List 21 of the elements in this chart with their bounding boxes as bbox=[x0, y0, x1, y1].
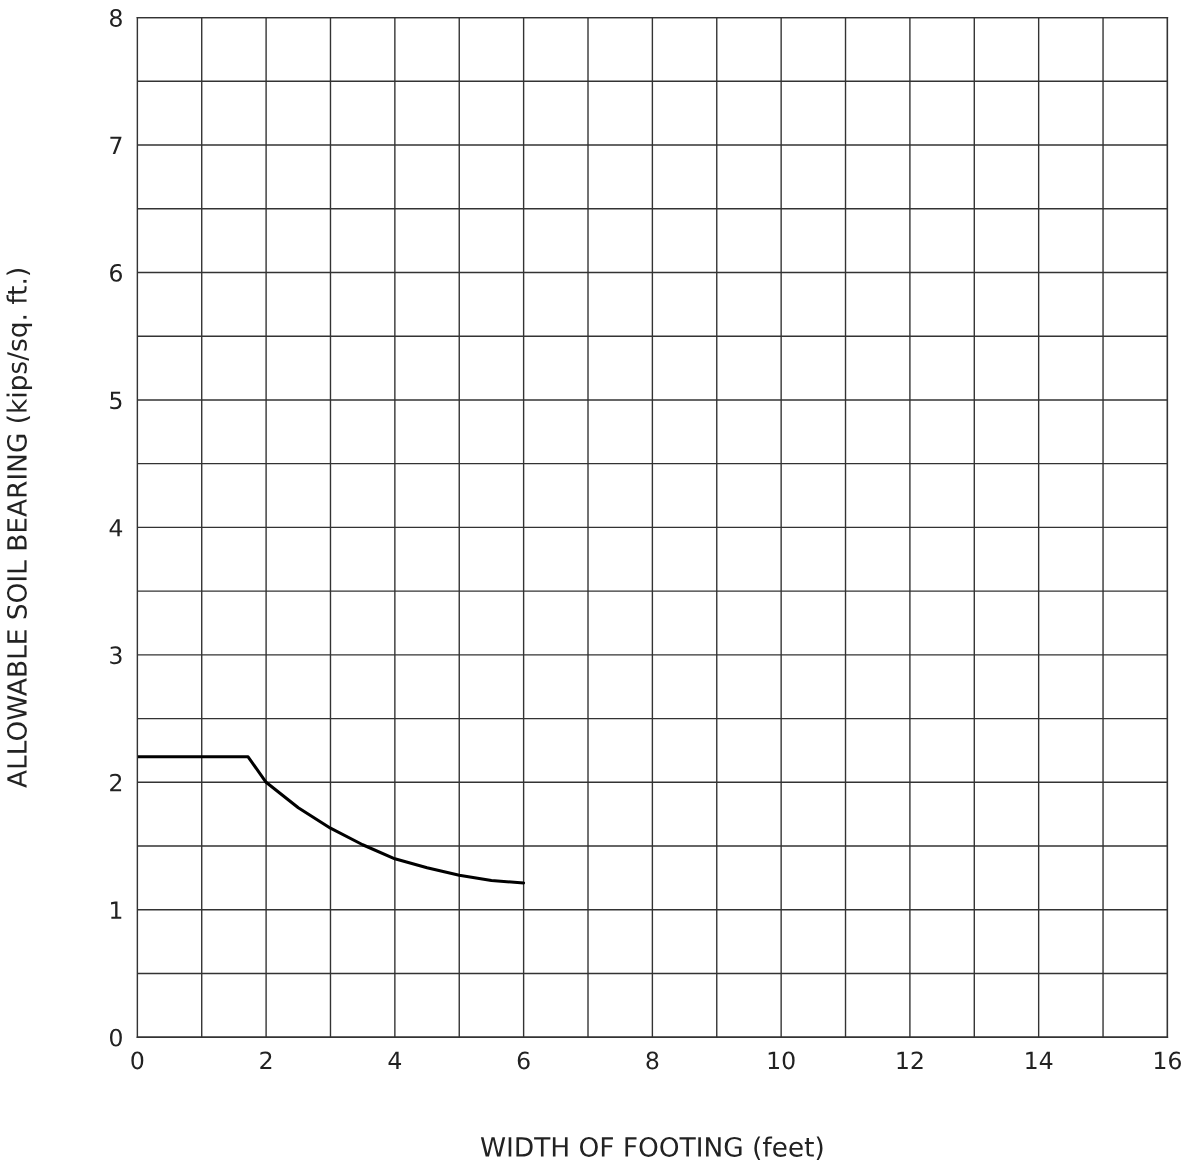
x-tick-label: 14 bbox=[1026, 1051, 1053, 1070]
x-tick-label: 0 bbox=[131, 1051, 144, 1070]
x-tick-label: 8 bbox=[646, 1051, 659, 1070]
y-tick-label: 3 bbox=[110, 646, 122, 665]
x-tick-label: 4 bbox=[388, 1051, 402, 1070]
x-tick-label: 16 bbox=[1154, 1051, 1181, 1070]
x-tick-label: 10 bbox=[768, 1051, 795, 1070]
line-series bbox=[137, 755, 526, 885]
x-tick-label: 6 bbox=[517, 1051, 530, 1070]
y-tick-label: 0 bbox=[109, 1028, 122, 1047]
y-tick-label: 5 bbox=[110, 391, 122, 410]
x-axis-title: WIDTH OF FOOTING (feet) bbox=[480, 1136, 823, 1160]
y-axis-title: ALLOWABLE SOIL BEARING (kips/sq. ft.) bbox=[6, 269, 33, 788]
x-tick-label: 2 bbox=[260, 1051, 272, 1070]
y-tick-label: 7 bbox=[110, 136, 122, 155]
x-tick-label: 12 bbox=[897, 1051, 923, 1070]
y-tick-label: 1 bbox=[111, 901, 122, 919]
y-tick-label: 6 bbox=[110, 263, 122, 282]
y-tick-label: 8 bbox=[110, 9, 122, 27]
y-tick-label: 2 bbox=[110, 773, 122, 792]
y-tick-label: 4 bbox=[109, 519, 123, 537]
